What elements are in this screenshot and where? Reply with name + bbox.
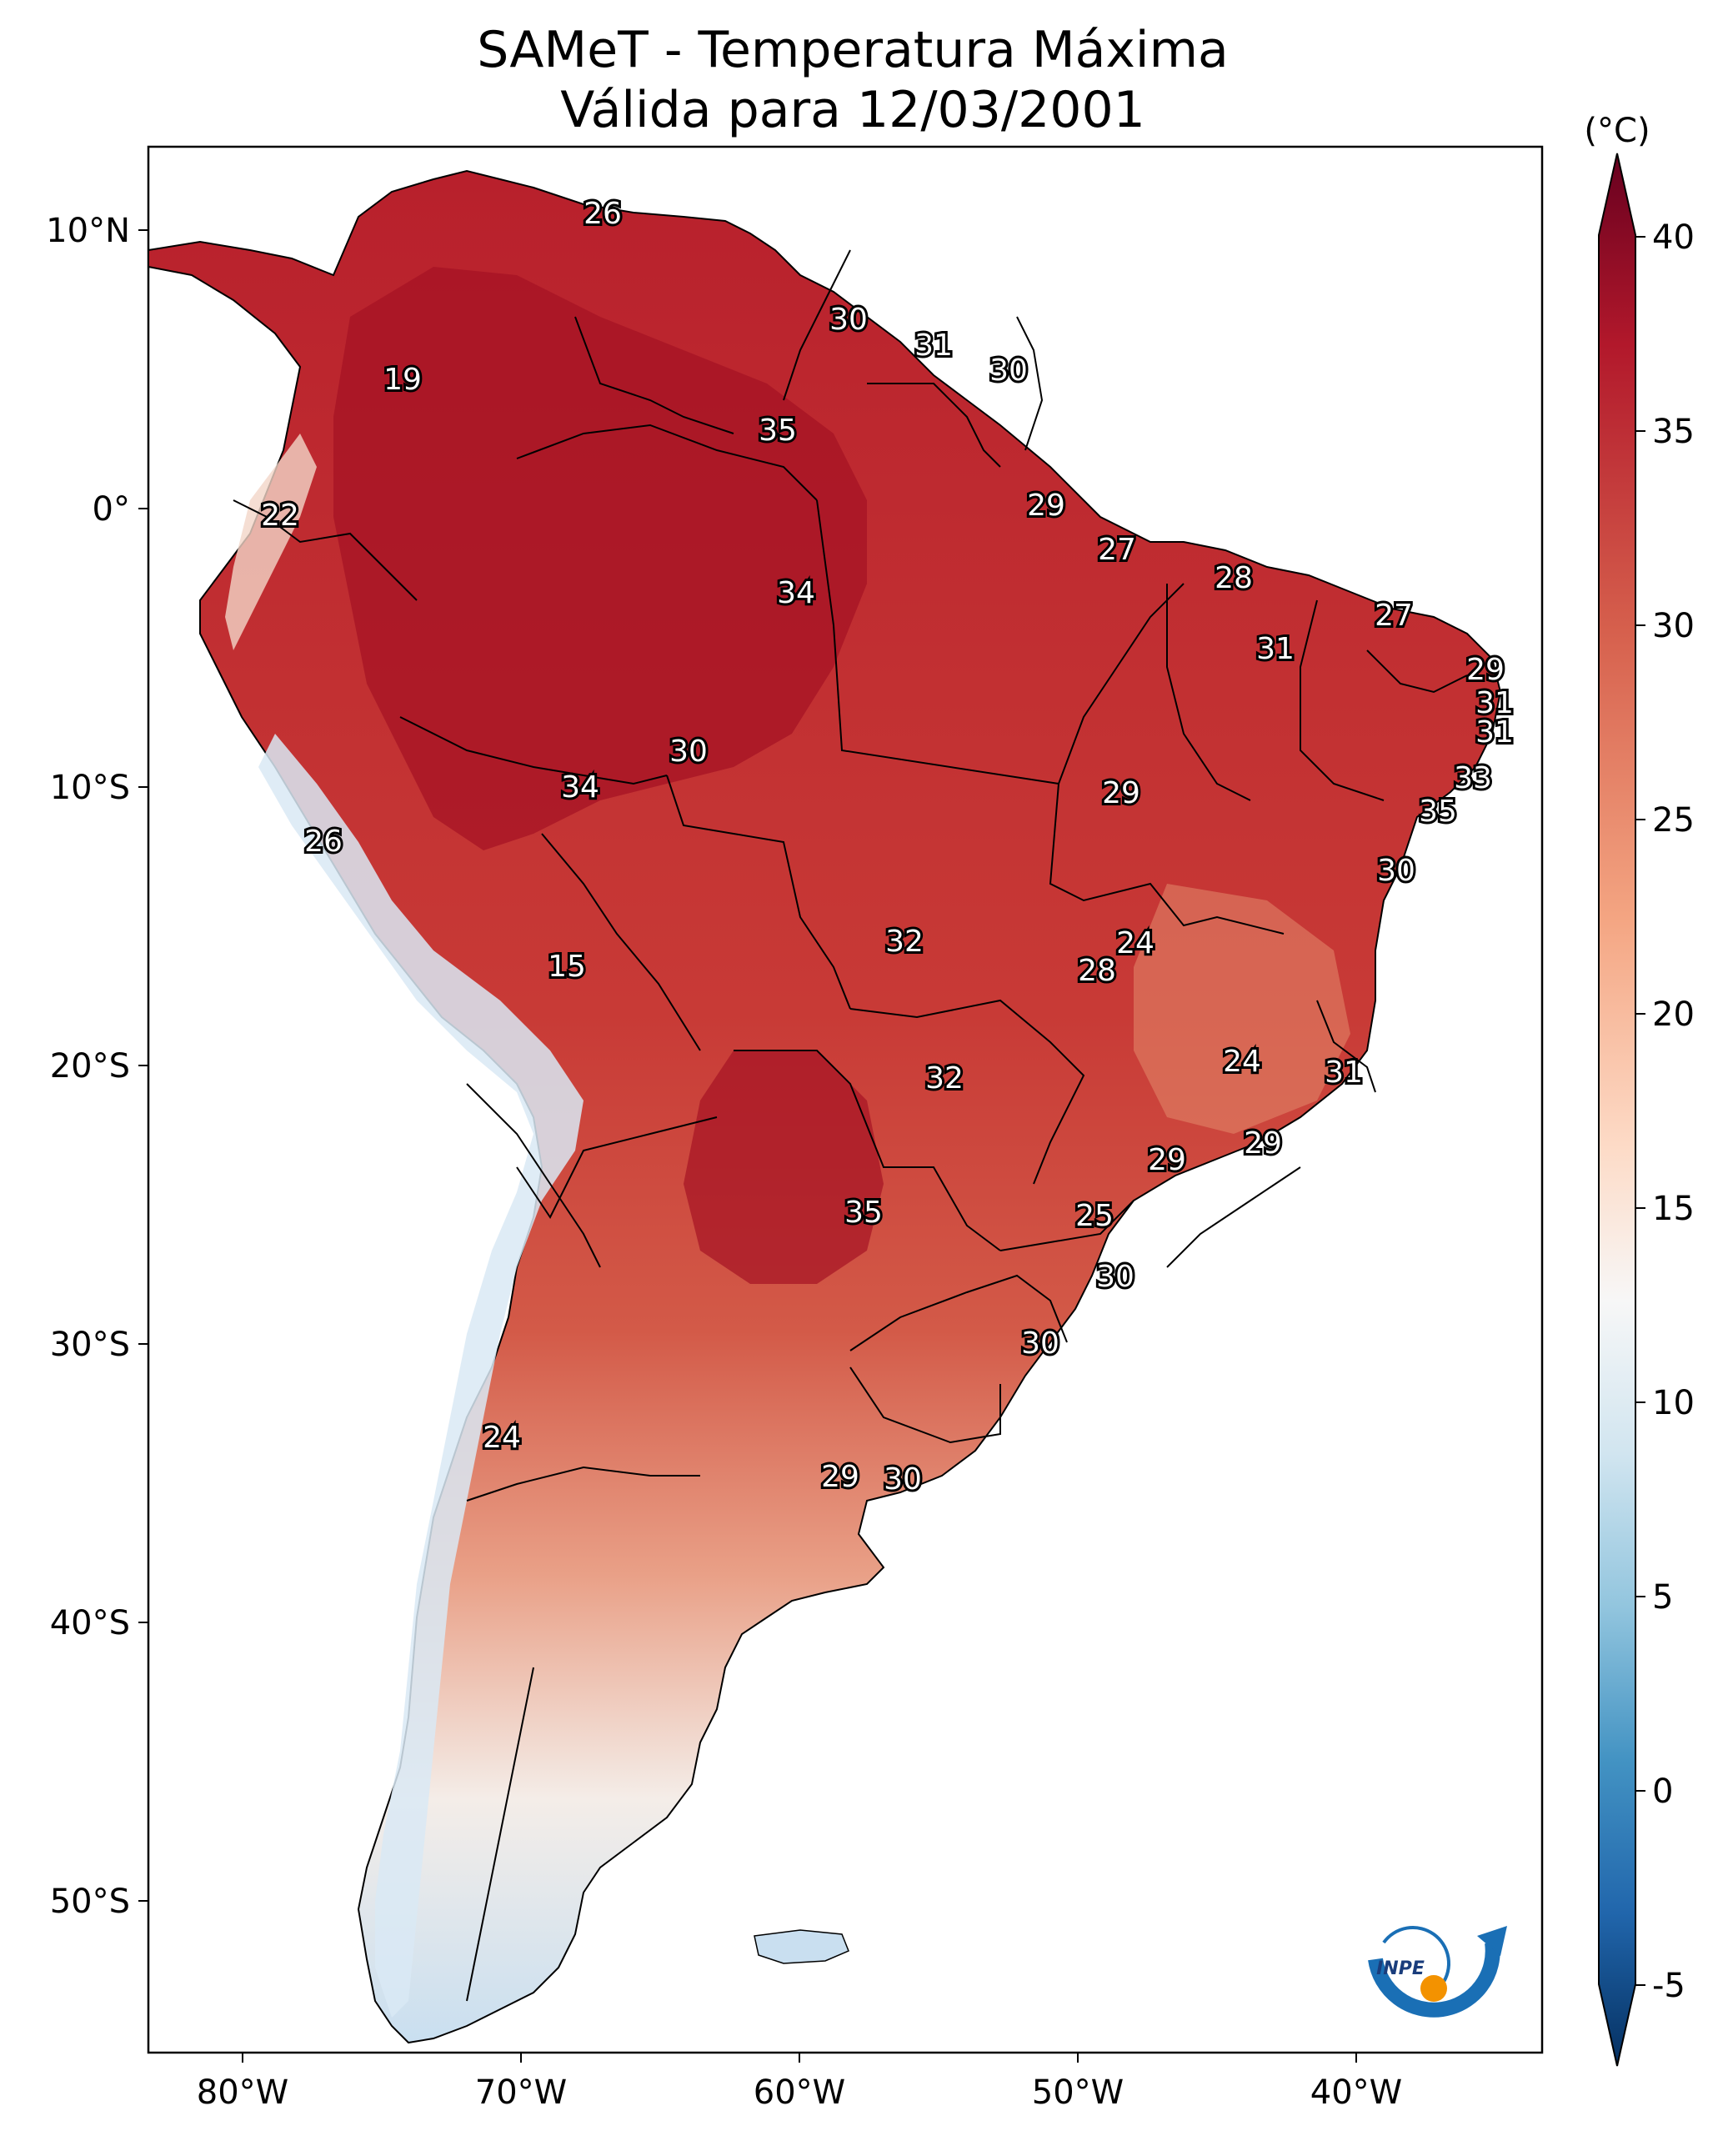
map-title: SAMeT - Temperatura Máxima [477, 21, 1229, 79]
station-label: 26 [584, 197, 622, 231]
station-label: 35 [1419, 795, 1457, 829]
station-label: 27 [1375, 599, 1413, 633]
colorbar-tick-label: 30 [1652, 607, 1695, 645]
logo-arrow-icon [1477, 1926, 1507, 1956]
cold-region-andes [258, 734, 584, 2018]
station-labels: 26 30 31 30 19 35 22 29 27 34 28 27 31 2… [258, 194, 1516, 1499]
station-label: 29 [1244, 1126, 1282, 1161]
station-label: 31 [1325, 1055, 1363, 1090]
station-label: 29 [821, 1460, 859, 1494]
station-label: 30 [989, 353, 1028, 388]
station-label: 24 [1223, 1045, 1261, 1079]
station-label: 29 [1027, 489, 1065, 523]
station-label: 19 [383, 363, 422, 397]
station-label: 30 [1021, 1326, 1059, 1361]
station-label: 35 [759, 414, 797, 448]
station-label: 24 [1116, 926, 1155, 960]
lat-tick-label: 10°S [50, 769, 130, 807]
station-label: 33 [1454, 761, 1492, 795]
lon-tick-label: 60°W [754, 2073, 845, 2112]
colorbar-tick-label: 15 [1652, 1190, 1695, 1228]
lon-tick-label: 80°W [197, 2073, 288, 2112]
station-label: 28 [1078, 954, 1116, 988]
latitude-axis: 10°N 0° 10°S 20°S 30°S 40°S 50°S [46, 212, 148, 1921]
colorbar-tick-label: 10 [1652, 1384, 1695, 1422]
colorbar-unit: (°C) [1584, 112, 1650, 150]
lat-tick-label: 0° [93, 490, 130, 529]
station-label: 30 [829, 303, 868, 337]
colorbar-tick-label: 25 [1652, 801, 1695, 840]
colorbar-tick-label: -5 [1652, 1967, 1685, 2005]
station-label: 25 [1075, 1199, 1114, 1233]
station-label: 24 [483, 1421, 521, 1455]
station-label: 15 [548, 950, 586, 984]
colorbar-tick-label: 5 [1652, 1578, 1673, 1617]
lon-tick-label: 70°W [475, 2073, 567, 2112]
colorbar: (°C) 40 35 30 25 20 15 10 5 0 -5 [1584, 112, 1695, 2067]
station-label: 34 [777, 576, 815, 610]
colorbar-tick-label: 0 [1652, 1772, 1673, 1811]
station-label: 30 [669, 735, 708, 769]
station-label: 31 [1475, 715, 1514, 750]
station-label: 30 [884, 1462, 922, 1497]
station-label: 27 [1098, 533, 1136, 567]
station-label: 32 [925, 1061, 964, 1096]
station-label: 22 [261, 499, 299, 533]
logo-arc-icon [1368, 1941, 1500, 2018]
station-label: 30 [1096, 1260, 1134, 1294]
lat-tick-label: 50°S [50, 1883, 130, 1921]
logo-dot-icon [1420, 1975, 1447, 2002]
inpe-logo: INPE [1368, 1926, 1507, 2018]
station-label: 31 [1256, 632, 1295, 666]
logo-inner-arc-icon [1382, 1926, 1451, 1986]
station-label: 31 [1475, 686, 1514, 720]
colorbar-tick-label: 40 [1652, 218, 1695, 257]
station-label: 35 [844, 1196, 883, 1230]
falkland-islands [754, 1929, 849, 1964]
station-label: 29 [1102, 776, 1140, 810]
lat-tick-label: 30°S [50, 1326, 130, 1364]
station-label: 34 [561, 770, 599, 805]
lon-tick-label: 40°W [1310, 2073, 1402, 2112]
lon-tick-label: 50°W [1032, 2073, 1124, 2112]
station-label: 29 [1148, 1143, 1186, 1177]
lat-tick-label: 10°N [46, 212, 130, 250]
station-label: 30 [1377, 854, 1415, 888]
lat-tick-label: 20°S [50, 1047, 130, 1086]
colorbar-tick-label: 35 [1652, 413, 1695, 451]
colorbar-ticks: 40 35 30 25 20 15 10 5 0 -5 [1635, 218, 1695, 2005]
mild-region-highlands [1134, 884, 1350, 1134]
station-label: 29 [1466, 653, 1505, 687]
colorbar-tick-label: 20 [1652, 995, 1695, 1034]
colorbar-bar [1598, 153, 1636, 2067]
map-layer [148, 169, 1502, 2044]
logo-text: INPE [1376, 1958, 1425, 1979]
station-label: 28 [1215, 561, 1253, 595]
political-borders [233, 249, 1468, 2002]
lat-tick-label: 40°S [50, 1604, 130, 1642]
longitude-axis: 80°W 70°W 60°W 50°W 40°W [197, 2053, 1402, 2112]
hot-region-amazon [333, 267, 867, 850]
station-label: 32 [885, 925, 924, 959]
map-subtitle: Válida para 12/03/2001 [560, 81, 1145, 139]
cold-region-north-andes [225, 434, 317, 650]
hot-region-chaco [684, 1050, 884, 1284]
station-label: 31 [914, 328, 953, 363]
station-label: 26 [304, 825, 343, 859]
